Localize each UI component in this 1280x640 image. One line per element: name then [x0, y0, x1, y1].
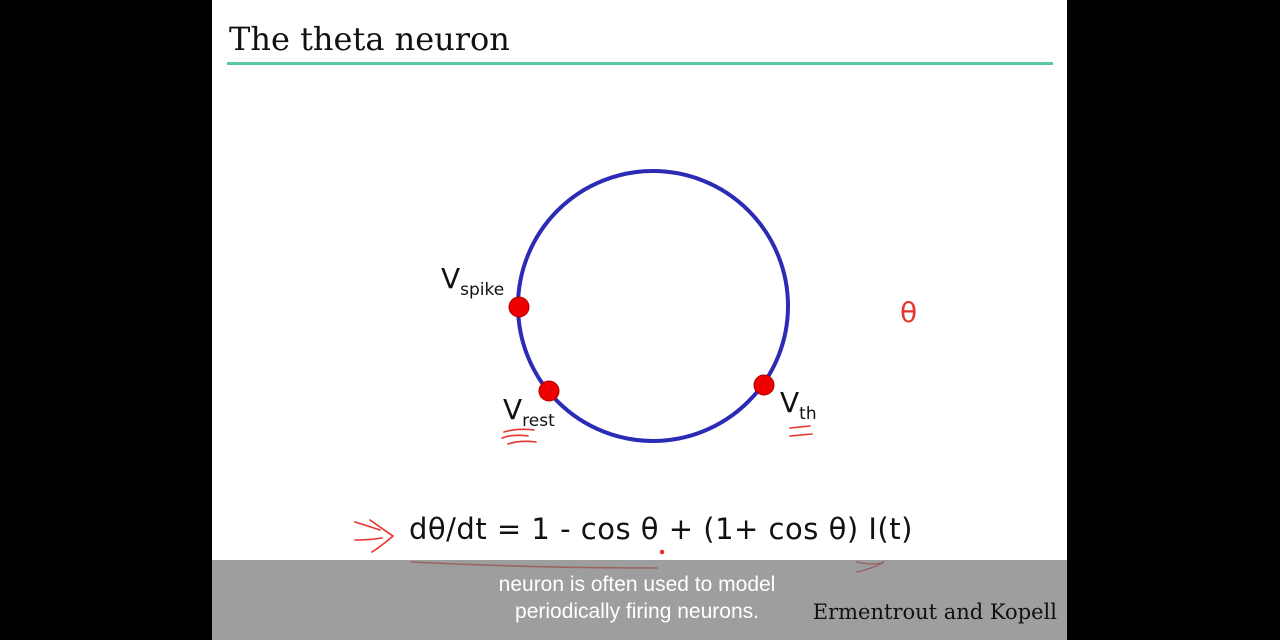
v-th-main: V: [780, 386, 800, 419]
v-rest-main: V: [503, 393, 523, 426]
v-spike-point: [508, 296, 530, 318]
theta-equation: dθ/dt = 1 - cos θ + (1+ cos θ) I(t): [409, 512, 913, 546]
th-underline-mark: [789, 425, 813, 437]
citation: Ermentrout and Kopell: [812, 600, 1057, 624]
caption-bar: neuron is often used to model periodical…: [212, 560, 1067, 640]
v-spike-label: Vspike: [441, 262, 504, 300]
handwritten-annotations: [354, 425, 885, 573]
v-th-point: [753, 374, 775, 396]
v-rest-sub: rest: [522, 411, 555, 431]
v-spike-sub: spike: [460, 280, 505, 300]
phase-circle: [516, 169, 790, 443]
v-th-label: Vth: [780, 386, 817, 424]
v-rest-label: Vrest: [503, 393, 555, 431]
caption-line-1: neuron is often used to model: [498, 573, 776, 596]
annotation-dot: [659, 549, 665, 555]
v-rest-point: [538, 380, 560, 402]
slide: The theta neuron θ Vspike Vrest Vth: [212, 0, 1067, 640]
equation-arrow-mark: [354, 519, 395, 553]
theta-annotation: θ: [900, 296, 917, 329]
v-th-sub: th: [799, 404, 817, 424]
v-spike-main: V: [441, 262, 461, 295]
title-rule: [227, 62, 1053, 65]
slide-title: The theta neuron: [229, 20, 510, 58]
rest-underline-mark: [501, 428, 537, 445]
caption-line-2: periodically firing neurons.: [515, 600, 759, 623]
